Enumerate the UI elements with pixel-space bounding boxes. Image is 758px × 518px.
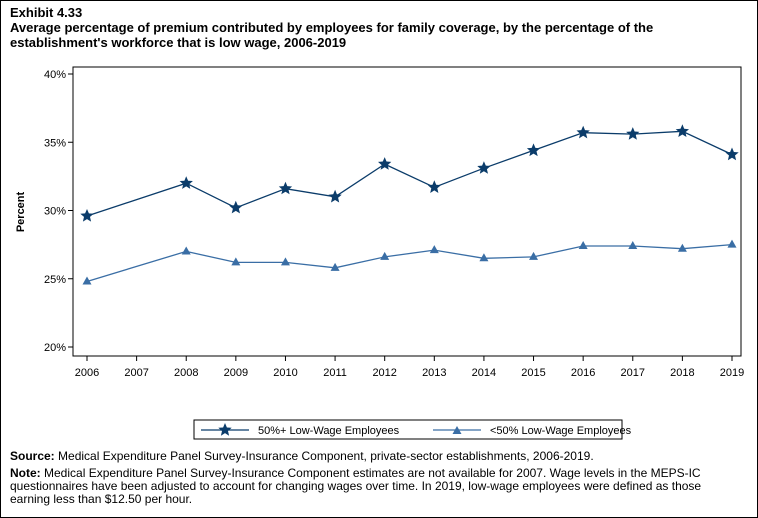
triangle-marker xyxy=(330,262,340,271)
legend-label: 50%+ Low-Wage Employees xyxy=(258,425,400,437)
triangle-marker xyxy=(677,243,687,252)
triangle-marker xyxy=(578,240,588,249)
y-tick-label: 40% xyxy=(44,69,66,81)
legend: 50%+ Low-Wage Employees <50% Low-Wage Emp… xyxy=(193,419,632,440)
triangle-marker xyxy=(380,251,390,260)
x-tick-label: 2017 xyxy=(621,367,645,379)
source-note: Source: Medical Expenditure Panel Survey… xyxy=(10,450,730,463)
y-tick-label: 25% xyxy=(44,274,66,286)
legend-box xyxy=(193,419,623,440)
star-marker xyxy=(378,157,392,170)
star-marker xyxy=(80,209,94,222)
triangle-marker xyxy=(727,239,737,248)
chart-title: Average percentage of premium contribute… xyxy=(10,20,654,50)
legend-triangle-marker xyxy=(452,426,462,434)
note: Note: Medical Expenditure Panel Survey-I… xyxy=(10,467,730,506)
note-label: Note: xyxy=(10,466,41,480)
source-label: Source: xyxy=(10,449,55,463)
x-tick-label: 2013 xyxy=(422,367,446,379)
legend-star-marker xyxy=(218,423,232,436)
series-line-1 xyxy=(86,243,733,283)
note-text: Medical Expenditure Panel Survey-Insuran… xyxy=(10,466,702,506)
star-marker xyxy=(179,176,193,189)
star-marker xyxy=(675,124,689,137)
star-marker xyxy=(328,189,342,203)
plot-frame xyxy=(72,66,742,357)
star-marker xyxy=(576,125,590,139)
star-marker xyxy=(229,200,243,214)
x-tick-label: 2011 xyxy=(323,367,347,379)
star-marker xyxy=(725,147,739,161)
x-tick-label: 2015 xyxy=(521,367,545,379)
star-marker xyxy=(526,143,541,157)
x-tick-label: 2019 xyxy=(720,367,744,379)
x-tick-label: 2010 xyxy=(273,367,297,379)
x-tick-label: 2006 xyxy=(75,367,99,379)
x-tick-label: 2014 xyxy=(472,367,496,379)
series-line-0 xyxy=(86,130,733,217)
triangle-marker xyxy=(181,246,191,255)
x-tick-label: 2018 xyxy=(670,367,694,379)
legend-label: <50% Low-Wage Employees xyxy=(490,425,632,437)
star-marker xyxy=(626,127,640,140)
star-marker xyxy=(278,181,293,195)
triangle-marker xyxy=(479,253,489,262)
y-tick-label: 30% xyxy=(44,206,66,218)
x-tick-label: 2012 xyxy=(372,367,396,379)
triangle-marker xyxy=(529,251,539,260)
y-tick-label: 20% xyxy=(44,342,66,354)
triangle-marker xyxy=(280,257,290,266)
star-marker xyxy=(477,161,491,174)
exhibit-number: Exhibit 4.33 xyxy=(10,5,83,20)
source-text: Medical Expenditure Panel Survey-Insuran… xyxy=(58,449,594,463)
triangle-marker xyxy=(231,257,241,266)
x-tick-label: 2008 xyxy=(174,367,198,379)
x-tick-label: 2009 xyxy=(224,367,248,379)
y-tick-label: 35% xyxy=(44,137,66,149)
x-tick-label: 2016 xyxy=(571,367,595,379)
x-tick-label: 2007 xyxy=(124,367,148,379)
triangle-marker xyxy=(429,245,439,254)
y-axis-label: Percent xyxy=(15,191,27,232)
star-marker xyxy=(427,180,441,193)
triangle-marker xyxy=(82,276,92,285)
triangle-marker xyxy=(628,240,638,249)
